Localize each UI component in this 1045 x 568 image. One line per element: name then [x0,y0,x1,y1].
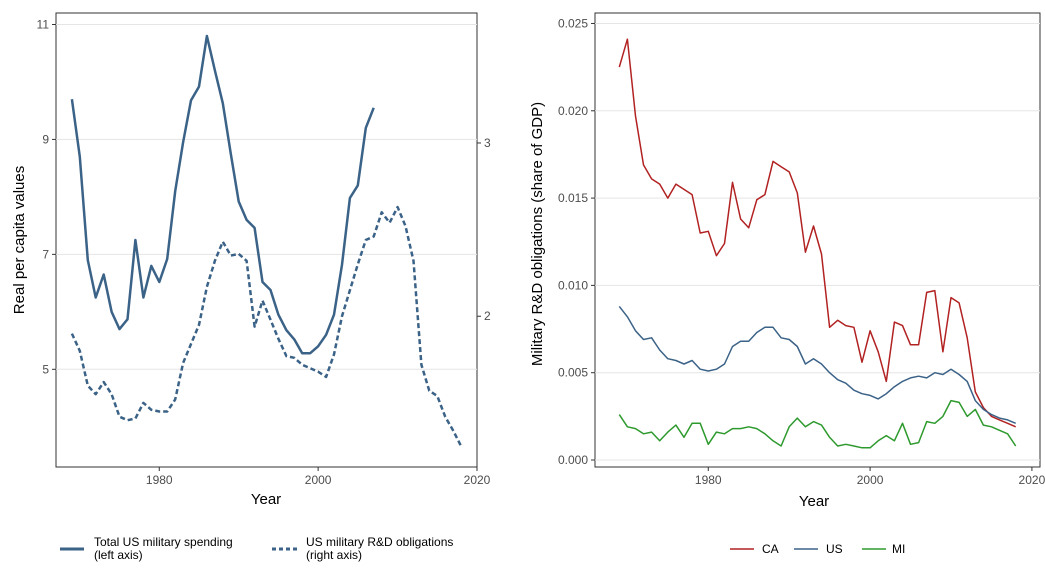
left-chart-y-axis-title: Real per capita values [11,166,28,314]
series-line-ca [618,38,1016,428]
left-y-tick-label: 9 [42,132,49,146]
right-y-tick-label: 0.015 [558,191,588,205]
right-chart-grid [595,22,1040,461]
left-chart-ticks: 5 7 9 11 2 3 1980 2000 2020 [37,17,491,487]
right-x-tick-label: 1980 [695,473,722,487]
right-chart-y-axis-title: Military R&D obligations (share of GDP) [529,102,546,366]
rd-obligations-line [70,205,463,447]
left-chart: 5 7 9 11 2 3 1980 2000 2020 Year Real per capita… [11,12,491,508]
legend-label-rd-obligations: US military R&D obligations (right axis) [306,535,453,562]
right-x-tick-label: 2020 [1019,473,1045,487]
series-line-us [618,305,1016,424]
series-line-mi [618,399,1017,449]
right-axis-tick-label: 2 [484,309,491,323]
right-axis-tick-label: 3 [484,136,491,150]
right-y-tick-label: 0.005 [558,366,588,380]
right-chart-legend: CA US MI [730,542,905,556]
right-chart: 0.000 0.005 0.010 0.015 0.020 0.025 1980 2000 20… [529,12,1045,510]
left-y-tick-label: 7 [42,247,49,261]
right-y-tick-label: 0.010 [558,278,588,292]
legend-label-total-spending: Total US military spending (left axis) [94,535,233,562]
right-y-tick-label: 0.025 [558,16,588,30]
legend-label-ca: CA [762,542,779,556]
left-chart-series [70,34,463,447]
right-chart-series [618,38,1017,449]
total-spending-line [70,34,375,355]
left-x-tick-label: 1980 [146,473,173,487]
right-chart-ticks: 0.000 0.005 0.010 0.015 0.020 0.025 1980 2000 20… [558,16,1045,487]
right-x-tick-label: 2000 [857,473,884,487]
left-chart-legend: Total US military spending (left axis) US… [60,535,453,562]
left-chart-x-axis-title: Year [251,491,281,508]
legend-label-mi: MI [892,542,905,556]
left-x-tick-label: 2020 [464,473,491,487]
left-y-tick-label: 5 [42,362,49,376]
legend-label-us: US [826,542,843,556]
left-y-tick-label: 11 [37,17,50,31]
right-y-tick-label: 0.000 [558,453,588,467]
left-chart-grid [56,23,477,370]
right-chart-x-axis-title: Year [799,493,829,510]
left-x-tick-label: 2000 [305,473,332,487]
left-chart-panel-border [55,12,478,468]
right-y-tick-label: 0.020 [558,104,588,118]
right-chart-panel-border [594,12,1041,468]
